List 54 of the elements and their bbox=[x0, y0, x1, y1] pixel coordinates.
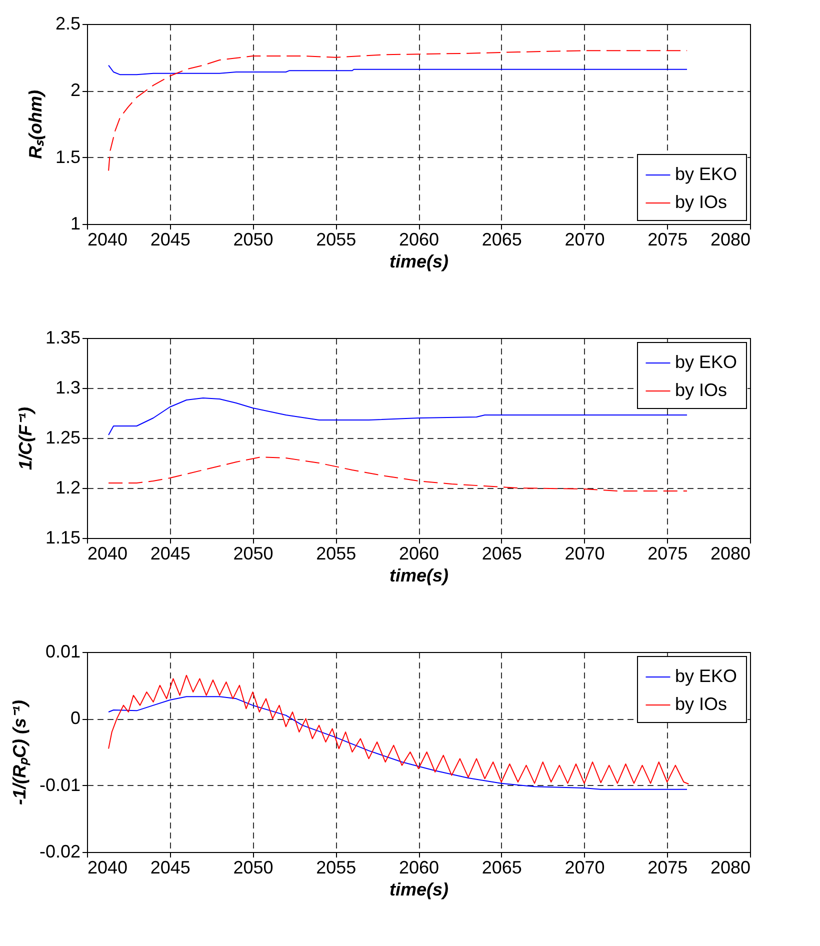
y-tick-label: -0.02 bbox=[39, 842, 80, 862]
y-tick-label: 2 bbox=[70, 80, 80, 100]
y-tick-label: 0.01 bbox=[45, 642, 80, 662]
x-tick-label: 2075 bbox=[648, 544, 688, 564]
x-tick-label: 2045 bbox=[150, 230, 190, 250]
y-tick-label: 1.3 bbox=[55, 378, 80, 398]
x-tick-label: 2065 bbox=[482, 858, 522, 878]
x-axis-title: time(s) bbox=[389, 566, 449, 586]
x-tick-label: 2045 bbox=[150, 858, 190, 878]
legend-label: by EKO bbox=[675, 164, 738, 184]
x-tick-label: 2070 bbox=[564, 544, 605, 564]
x-tick-label: 2060 bbox=[398, 858, 440, 878]
legend-label: by IOs bbox=[675, 192, 728, 212]
y-tick-label: 1.5 bbox=[55, 146, 80, 167]
y-tick-label: 1.35 bbox=[45, 328, 80, 348]
x-tick-label: 2070 bbox=[564, 858, 605, 878]
x-tick-label: 2080 bbox=[710, 858, 750, 878]
x-tick-label: 2050 bbox=[233, 544, 274, 564]
y-tick-label: 1.25 bbox=[45, 428, 80, 448]
y-tick-label: 0 bbox=[70, 708, 80, 728]
x-tick-label: 2070 bbox=[564, 230, 605, 250]
y-tick-label: 2.5 bbox=[55, 14, 80, 34]
x-tick-label: 2055 bbox=[316, 858, 356, 878]
legend-label: by EKO bbox=[675, 352, 738, 372]
x-tick-label: 2040 bbox=[88, 858, 128, 878]
y-tick-label: 1.15 bbox=[45, 528, 80, 548]
y-axis-title: -1/(RₚC) (s⁻¹) bbox=[9, 700, 30, 805]
x-tick-label: 2055 bbox=[316, 544, 356, 564]
x-tick-label: 2050 bbox=[233, 858, 274, 878]
y-tick-label: -0.01 bbox=[39, 774, 80, 795]
y-tick-label: 1 bbox=[70, 214, 80, 234]
legend-label: by IOs bbox=[675, 694, 728, 714]
x-axis-title: time(s) bbox=[389, 252, 449, 272]
x-tick-label: 2075 bbox=[648, 858, 688, 878]
x-tick-label: 2060 bbox=[398, 544, 440, 564]
x-tick-label: 2080 bbox=[710, 544, 750, 564]
x-tick-label: 2040 bbox=[88, 230, 128, 250]
legend-label: by IOs bbox=[675, 380, 728, 400]
x-tick-label: 2060 bbox=[398, 230, 440, 250]
x-tick-label: 2080 bbox=[710, 230, 750, 250]
x-tick-label: 2055 bbox=[316, 230, 356, 250]
y-tick-label: 1.2 bbox=[55, 478, 80, 498]
legend-label: by EKO bbox=[675, 666, 738, 686]
x-tick-label: 2040 bbox=[88, 544, 128, 564]
x-tick-label: 2050 bbox=[233, 230, 274, 250]
y-axis-title: 1/C(F⁻¹) bbox=[15, 407, 36, 470]
y-axis-title: Rₛ(ohm) bbox=[25, 90, 46, 159]
x-axis-title: time(s) bbox=[389, 880, 449, 900]
x-tick-label: 2045 bbox=[150, 544, 190, 564]
x-tick-label: 2065 bbox=[482, 230, 522, 250]
line-series bbox=[108, 456, 688, 492]
x-tick-label: 2075 bbox=[648, 230, 688, 250]
line-series bbox=[108, 64, 688, 76]
x-tick-label: 2065 bbox=[482, 544, 522, 564]
